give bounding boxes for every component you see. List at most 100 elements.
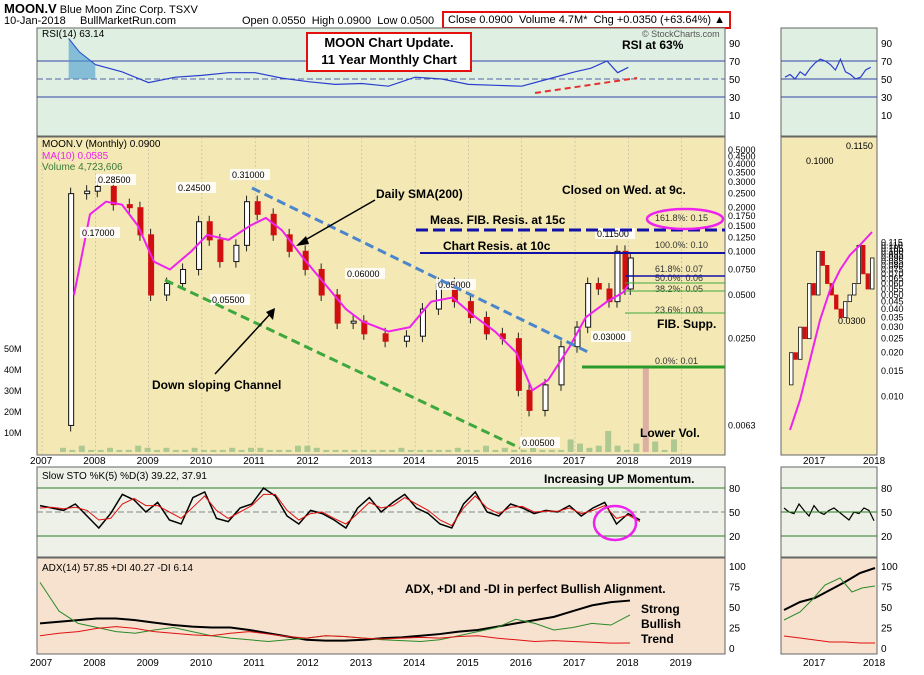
price-label: 0.05000 — [438, 280, 471, 290]
year-label: 2017 — [563, 456, 586, 467]
price-tick-label: 0.4500 — [728, 152, 756, 162]
mini-candle — [870, 257, 875, 290]
volume-bar — [379, 449, 386, 452]
volume-bar — [154, 449, 160, 452]
year-label: 2011 — [243, 456, 265, 467]
price-label: 0.17000 — [82, 228, 115, 238]
volume-bar — [360, 449, 367, 452]
mini-price-tick-label: 0.100 — [881, 246, 904, 256]
year-label: 2019 — [670, 456, 693, 467]
ma10-line — [72, 200, 630, 392]
up-triangle-icon: ▲ — [714, 14, 725, 26]
mini-candle — [793, 352, 798, 360]
channel-arrow-head — [266, 308, 275, 320]
lower-vol-note: Lower Vol. — [640, 426, 700, 440]
mini-sto-tick-label: 20 — [881, 532, 893, 543]
mini-rsi-tick-label: 50 — [881, 75, 893, 86]
price-tick-label: 0.0250 — [728, 334, 756, 344]
channel-note: Down sloping Channel — [152, 378, 282, 392]
price-label: 0.00500 — [522, 438, 555, 448]
volume-bar — [642, 368, 649, 452]
volume-bar — [605, 431, 612, 452]
price-label-bg — [96, 174, 136, 185]
fib-level-label: 100.0%: 0.10 — [655, 240, 708, 250]
channel-arrow-line — [214, 311, 273, 375]
volume-bar — [548, 449, 555, 452]
mini-sto-tick-label: 50 — [881, 508, 893, 519]
candle-body — [233, 244, 240, 263]
volume-bar — [285, 449, 292, 452]
open-value: 0.0550 — [271, 15, 306, 27]
rsi-tick-label: 30 — [729, 93, 741, 104]
adx-tick-label: 0 — [729, 644, 735, 655]
candle-body — [137, 207, 144, 236]
price-title: MOON.V (Monthly) 0.0900 — [42, 139, 161, 150]
mini-candle — [847, 294, 852, 303]
price-label: 0.28500 — [98, 175, 131, 185]
low-value: 0.0500 — [400, 15, 435, 27]
volume-bar — [624, 449, 630, 452]
sma-arrow-head — [296, 236, 309, 246]
adx-tick-label: 25 — [729, 624, 741, 635]
volume-bar — [558, 449, 565, 452]
year-label: 2015 — [456, 456, 479, 467]
candle-body — [403, 335, 410, 342]
volume-bar — [295, 445, 301, 452]
mini-price-tick-label: 0.090 — [881, 253, 904, 263]
ma-legend: MA(10) 0.0585 — [42, 151, 109, 162]
year-label-bottom: 2014 — [403, 658, 426, 669]
chart-resis-note: Chart Resis. at 10c — [443, 239, 551, 253]
volume-tick-label: 10M — [4, 428, 22, 438]
price-label-bg — [595, 228, 635, 239]
volume-bar — [342, 449, 348, 452]
adx-tick-label: 50 — [729, 603, 741, 614]
rsi-note: RSI at 63% — [622, 38, 684, 52]
mini-candle — [807, 283, 812, 340]
exchange: TSXV — [169, 4, 198, 16]
mini-adx-line — [783, 567, 876, 611]
adx-series-line — [39, 599, 631, 642]
candle-body — [206, 221, 213, 241]
price-label: 0.11500 — [597, 229, 629, 239]
year-label-bottom: 2018 — [616, 658, 639, 669]
price-tick-label: 0.0063 — [728, 420, 756, 430]
rsi-tick-label: 90 — [729, 39, 741, 50]
chart-date: 10-Jan-2018 — [4, 15, 66, 27]
volume-bar — [60, 447, 66, 452]
year-label: 2012 — [297, 456, 320, 467]
year-label: 2010 — [190, 456, 213, 467]
title-box: MOON Chart Update. 11 Year Monthly Chart — [306, 32, 472, 72]
volume-tick-label: 20M — [4, 407, 22, 417]
price-tick-label: 0.1000 — [728, 246, 756, 256]
year-label-bottom: 2012 — [297, 658, 320, 669]
mini-price-tick-label: 0.030 — [881, 322, 904, 332]
volume-bar — [125, 449, 132, 452]
mini-candle — [816, 250, 821, 296]
price-tick-label: 0.4000 — [728, 159, 756, 169]
adx-tick-label: 75 — [729, 583, 741, 594]
sma200-trendline — [251, 186, 589, 354]
volume-bar — [492, 449, 499, 452]
price-tick-label: 0.5000 — [728, 145, 756, 155]
mini-adx-tick-label: 50 — [881, 603, 893, 614]
price-label-bg — [230, 169, 270, 180]
volume-bar — [69, 449, 76, 452]
sto-tick-label: 20 — [729, 532, 741, 543]
mini-candle — [838, 308, 843, 318]
year-label-bottom: 2008 — [83, 658, 106, 669]
mini-rsi-tick-label: 90 — [881, 39, 893, 50]
fib-level-label: 0.0%: 0.01 — [655, 356, 698, 366]
candle-body — [614, 250, 621, 303]
title-line-1: MOON Chart Update. — [324, 35, 454, 50]
mini-price-label: 0.0300 — [838, 316, 866, 326]
volume-bar — [436, 449, 442, 452]
symbol: MOON.V — [4, 1, 57, 16]
year-label: 2016 — [510, 456, 533, 467]
price-tick-label: 0.2000 — [728, 203, 756, 213]
volume-bar — [586, 447, 593, 452]
mini-price-tick-label: 0.025 — [881, 334, 904, 344]
candle-body — [180, 268, 187, 285]
volume-bar — [501, 447, 508, 452]
year-label-bottom: 2007 — [30, 658, 53, 669]
